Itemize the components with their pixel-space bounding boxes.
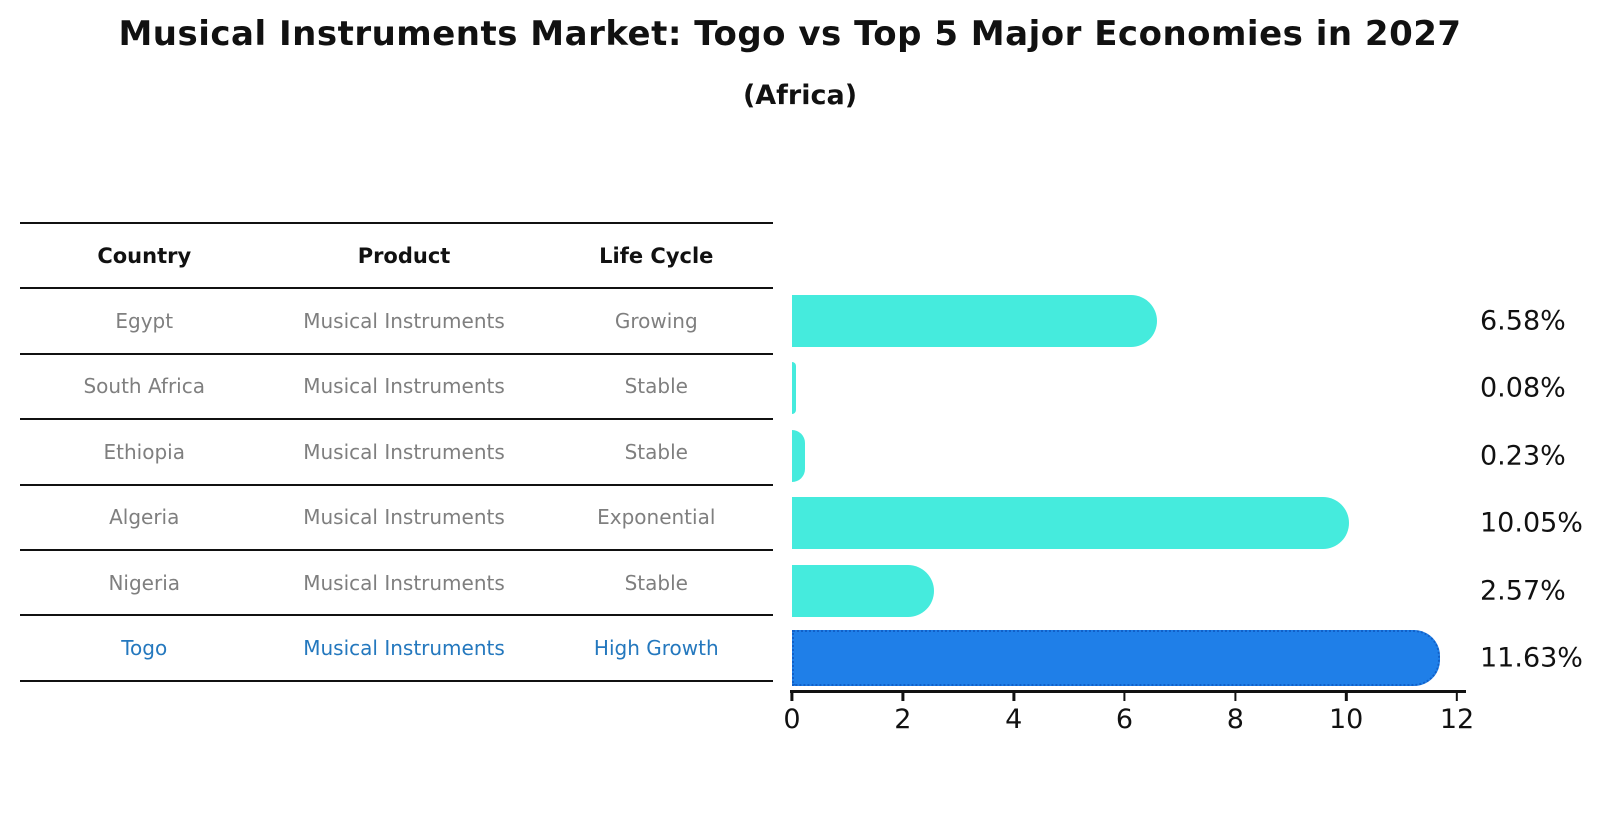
table-header-country: Country	[97, 243, 192, 268]
tick-label: 2	[894, 704, 912, 735]
cell-country: Nigeria	[108, 570, 181, 595]
cell-product: Musical Instruments	[303, 570, 505, 595]
cell-product: Musical Instruments	[303, 309, 505, 334]
chart-title: Musical Instruments Market: Togo vs Top …	[118, 14, 1462, 54]
value-label-algeria: 10.05%	[1480, 507, 1583, 539]
bar-row-nigeria: 2.57%	[792, 557, 1566, 625]
bar-ethiopia	[792, 429, 805, 482]
bar-row-south-africa: 0.08%	[792, 355, 1566, 423]
cell-product: Musical Instruments	[303, 439, 505, 464]
x-axis-ticks: 0 2 4 6 8 10 12	[783, 692, 1474, 742]
bar-algeria	[792, 497, 1349, 549]
cell-life-cycle: Stable	[624, 439, 688, 464]
bar-row-egypt: 6.58%	[792, 287, 1566, 355]
cell-life-cycle: High Growth	[593, 636, 719, 661]
country-table: Country Product Life Cycle Egypt Musical…	[20, 222, 773, 682]
bar-row-ethiopia: 0.23%	[792, 422, 1566, 490]
x-axis	[790, 690, 1466, 693]
cell-life-cycle: Stable	[624, 374, 688, 399]
cell-product: Musical Instruments	[303, 374, 505, 399]
tick-mark	[1344, 692, 1348, 701]
table-row-egypt: Egypt Musical Instruments Growing	[20, 289, 773, 355]
table-header-product: Product	[357, 243, 451, 268]
tick-mark	[1455, 692, 1459, 701]
tick-label: 6	[1115, 704, 1134, 735]
cell-country: Algeria	[109, 505, 180, 530]
table-header-life-cycle: Life Cycle	[599, 243, 714, 268]
table-row-ethiopia: Ethiopia Musical Instruments Stable	[20, 420, 773, 486]
cell-country: Ethiopia	[103, 439, 185, 464]
tick-label: 12	[1439, 704, 1475, 735]
cell-life-cycle: Growing	[614, 309, 698, 334]
value-label-egypt: 6.58%	[1480, 305, 1566, 337]
cell-country: South Africa	[83, 374, 205, 399]
table-header-row: Country Product Life Cycle	[20, 224, 773, 290]
value-label-south-africa: 0.08%	[1480, 372, 1566, 404]
tick-label: 4	[1005, 704, 1023, 735]
bar-nigeria	[792, 564, 935, 617]
bar-togo-highlighted	[792, 629, 1441, 686]
cell-life-cycle: Stable	[624, 570, 688, 595]
table-row-algeria: Algeria Musical Instruments Exponential	[20, 486, 773, 551]
x-tick-2: 2	[894, 692, 911, 735]
value-label-nigeria: 2.57%	[1480, 575, 1566, 607]
tick-mark	[1123, 692, 1126, 701]
tick-mark	[790, 692, 794, 701]
tick-label: 0	[783, 704, 801, 735]
cell-product: Musical Instruments	[303, 636, 505, 661]
cell-country: Egypt	[115, 309, 174, 334]
bar-row-togo: 11.63%	[792, 625, 1583, 693]
cell-life-cycle: Exponential	[597, 505, 716, 530]
value-label-togo: 11.63%	[1480, 642, 1583, 674]
tick-mark	[1234, 692, 1237, 701]
table-row-south-africa: South Africa Musical Instruments Stable	[20, 355, 773, 421]
cell-country: Togo	[121, 636, 168, 661]
x-tick-6: 6	[1116, 692, 1133, 735]
bar-row-algeria: 10.05%	[792, 490, 1583, 558]
table-row-nigeria: Nigeria Musical Instruments Stable	[20, 551, 773, 617]
x-tick-8: 8	[1227, 692, 1244, 735]
x-tick-10: 10	[1329, 692, 1363, 735]
chart-subtitle: (Africa)	[742, 80, 858, 111]
cell-product: Musical Instruments	[303, 505, 505, 530]
bar-south-africa	[792, 362, 797, 414]
tick-mark	[901, 692, 905, 701]
value-label-ethiopia: 0.23%	[1480, 440, 1566, 472]
x-tick-4: 4	[1005, 692, 1022, 735]
tick-label: 8	[1226, 704, 1244, 735]
table-row-togo: Togo Musical Instruments High Growth	[20, 616, 773, 682]
x-tick-12: 12	[1440, 692, 1474, 735]
x-tick-0: 0	[783, 692, 801, 735]
tick-label: 10	[1328, 704, 1364, 735]
bar-chart: 6.58% 0.08% 0.23% 10.05% 2.57% 11.63%	[792, 287, 1583, 693]
bar-egypt	[792, 294, 1157, 347]
tick-mark	[1012, 692, 1015, 701]
